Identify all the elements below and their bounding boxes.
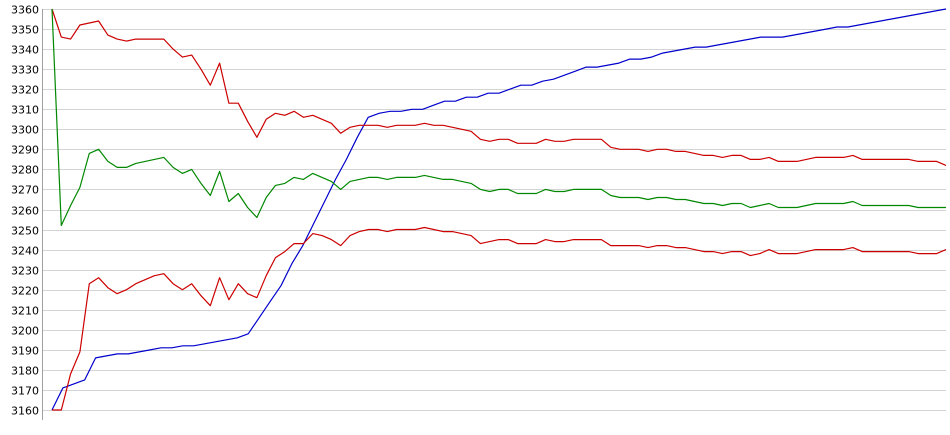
- series-line-4: [52, 226, 947, 411]
- y-tick-label: 3250: [11, 225, 39, 238]
- y-tick-label: 3240: [11, 245, 39, 258]
- y-tick-label: 3330: [11, 64, 39, 77]
- y-tick-label: 3220: [11, 285, 39, 298]
- y-tick-label: 3340: [11, 44, 39, 57]
- y-tick-label: 3310: [11, 104, 39, 117]
- y-tick-label: 3350: [11, 24, 39, 37]
- y-tick-label: 3180: [11, 365, 39, 378]
- y-tick-label: 3300: [11, 124, 39, 137]
- y-tick-label: 3170: [11, 385, 39, 398]
- y-tick-label: 3210: [11, 305, 39, 318]
- grid-lines: [42, 9, 946, 411]
- y-tick-label: 3360: [11, 4, 39, 17]
- y-tick-label: 3190: [11, 345, 39, 358]
- series-line-1: [51, 8, 947, 411]
- series-line-2: [51, 8, 947, 166]
- y-tick-label: 3200: [11, 325, 39, 338]
- y-tick-label: 3290: [11, 144, 39, 157]
- y-tick-label: 3270: [11, 184, 39, 197]
- y-tick-label: 3280: [11, 164, 39, 177]
- series-lines: [51, 8, 947, 411]
- y-tick-label: 3260: [11, 205, 39, 218]
- y-tick-label: 3230: [11, 265, 39, 278]
- series-line-3: [51, 8, 946, 227]
- y-tick-label: 3160: [11, 405, 39, 418]
- y-axis-tick-labels: 3160 3170 3180 3190 3200 3210 3220 3230 3240 3250…: [11, 4, 39, 418]
- y-tick-label: 3320: [11, 84, 39, 97]
